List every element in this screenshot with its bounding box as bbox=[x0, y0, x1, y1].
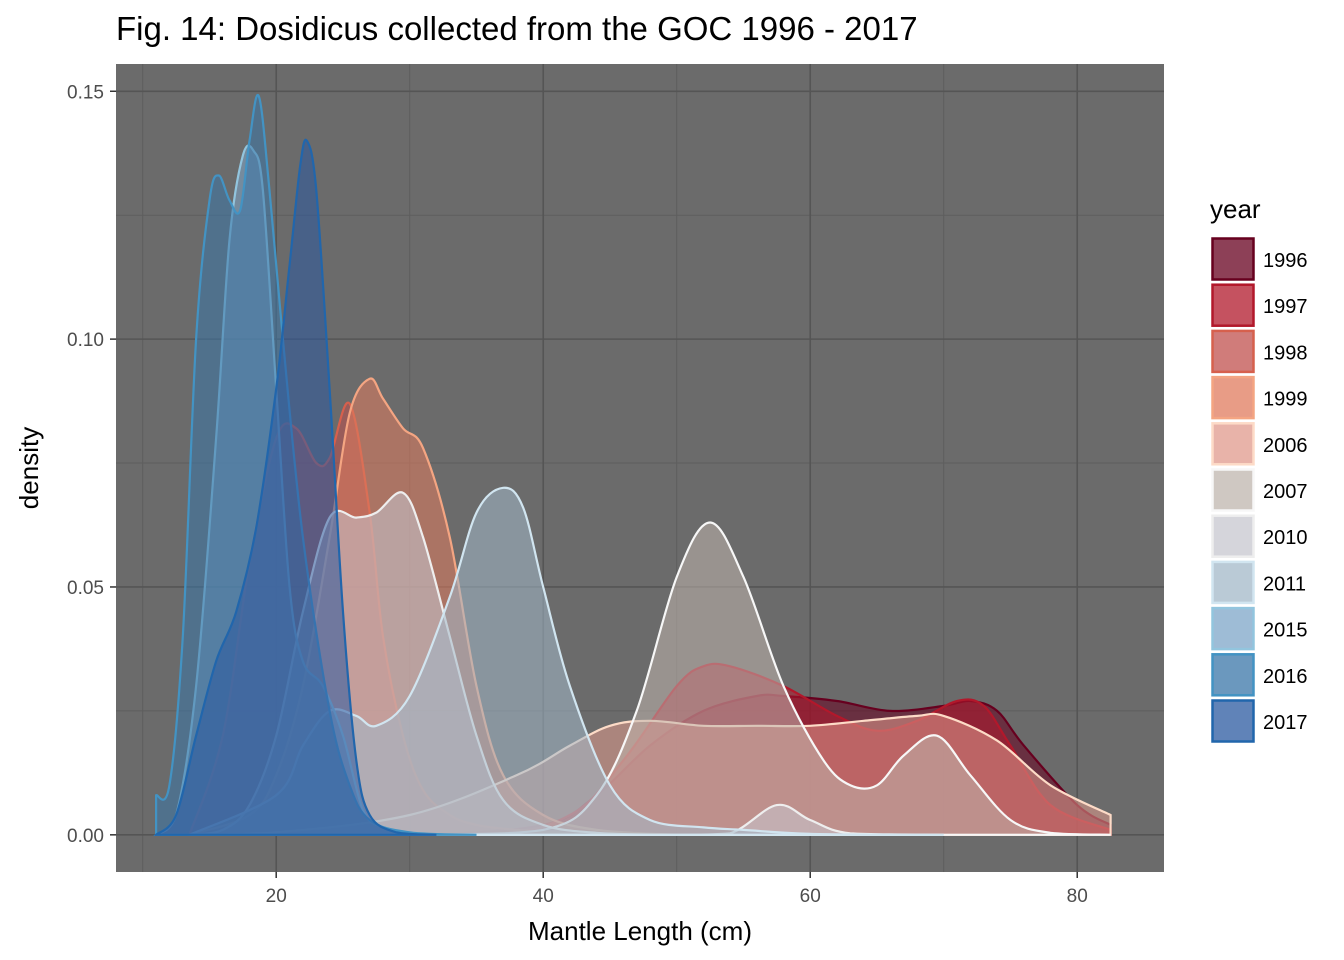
legend-label-2017: 2017 bbox=[1263, 712, 1308, 734]
legend-swatch-1996 bbox=[1211, 237, 1255, 281]
y-tick-label: 0.15 bbox=[67, 82, 104, 103]
legend-label-2010: 2010 bbox=[1263, 527, 1308, 549]
legend-swatch-2006 bbox=[1211, 422, 1255, 466]
x-axis: 20 40 60 80 bbox=[266, 872, 1088, 907]
legend-label-1997: 1997 bbox=[1263, 296, 1308, 318]
x-tick-label: 40 bbox=[533, 886, 554, 907]
chart-title: Fig. 14: Dosidicus collected from the GO… bbox=[116, 10, 918, 47]
legend-label-1998: 1998 bbox=[1263, 342, 1308, 364]
legend-swatch-1999 bbox=[1211, 375, 1255, 420]
density-series bbox=[153, 93, 1112, 836]
legend-label-1996: 1996 bbox=[1263, 250, 1308, 272]
y-axis-label: density bbox=[14, 427, 44, 509]
legend-label-2015: 2015 bbox=[1263, 620, 1308, 642]
legend: year 1996 1997 1998 1999 2006 2007 2010 2011 201… bbox=[1210, 194, 1308, 743]
legend-swatch-2007 bbox=[1211, 468, 1255, 512]
y-tick-label: 0.00 bbox=[67, 826, 104, 847]
legend-label-1999: 1999 bbox=[1263, 389, 1308, 411]
legend-title: year bbox=[1210, 194, 1261, 224]
legend-label-2007: 2007 bbox=[1263, 481, 1308, 503]
y-tick-label: 0.05 bbox=[67, 578, 104, 599]
x-axis-label: Mantle Length (cm) bbox=[528, 916, 752, 946]
y-tick-label: 0.10 bbox=[67, 330, 104, 351]
legend-swatch-1998 bbox=[1211, 329, 1255, 374]
legend-label-2006: 2006 bbox=[1263, 435, 1308, 457]
density-area-2017 bbox=[153, 138, 437, 836]
legend-swatch-1997 bbox=[1211, 283, 1255, 327]
y-axis: 0.00 0.05 0.10 0.15 bbox=[67, 82, 116, 847]
legend-label-2011: 2011 bbox=[1263, 573, 1306, 595]
x-tick-label: 20 bbox=[266, 886, 287, 907]
legend-swatch-2015 bbox=[1211, 606, 1255, 651]
legend-swatch-2016 bbox=[1211, 653, 1255, 697]
legend-swatch-2010 bbox=[1211, 514, 1255, 558]
legend-swatch-2011 bbox=[1211, 560, 1255, 605]
x-tick-label: 60 bbox=[800, 886, 821, 907]
x-tick-label: 80 bbox=[1067, 886, 1088, 907]
legend-label-2016: 2016 bbox=[1263, 666, 1308, 688]
legend-swatch-2017 bbox=[1211, 699, 1255, 743]
